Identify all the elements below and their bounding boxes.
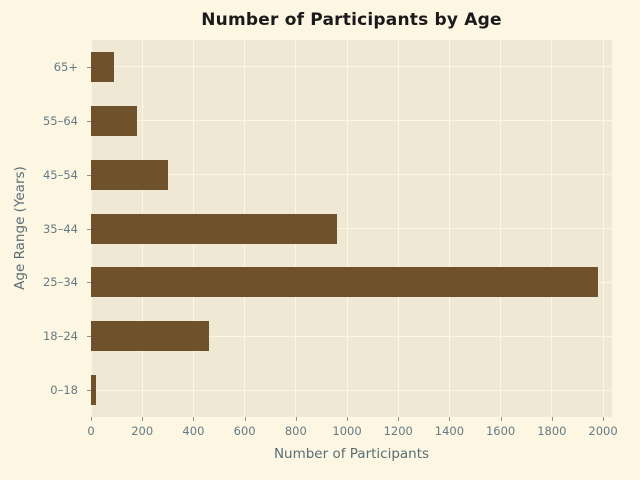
x-tick-label: 2000 — [588, 424, 618, 438]
bar — [91, 213, 337, 244]
x-tick — [500, 417, 502, 421]
y-tick-label: 65+ — [53, 59, 78, 74]
y-tick-label: 55–64 — [42, 113, 78, 128]
y-tick — [87, 390, 91, 392]
x-tick — [295, 417, 297, 421]
y-tick-label: 45–54 — [42, 167, 78, 182]
x-tick — [193, 417, 195, 421]
y-tick-label: 18–24 — [42, 329, 78, 344]
chart-title: Number of Participants by Age — [201, 10, 502, 30]
y-tick — [87, 228, 91, 230]
bar — [91, 375, 97, 406]
y-tick-label: 25–34 — [42, 275, 78, 290]
x-tick — [91, 417, 92, 421]
x-tick-label: 0 — [87, 424, 95, 438]
x-tick — [347, 417, 349, 421]
bar — [91, 267, 598, 298]
bar — [91, 105, 138, 136]
x-tick — [244, 417, 246, 421]
x-tick-label: 1000 — [332, 424, 362, 438]
x-tick-label: 800 — [284, 424, 307, 438]
x-tick-label: 1800 — [537, 424, 567, 438]
x-tick — [398, 417, 400, 421]
bar — [91, 159, 168, 190]
bar — [91, 51, 115, 82]
y-tick-label: 0–18 — [50, 383, 78, 398]
y-tick — [87, 282, 91, 284]
x-tick — [603, 417, 605, 421]
y-tick — [87, 336, 91, 338]
horizontal-gridline — [91, 389, 612, 391]
horizontal-gridline — [91, 120, 612, 122]
y-tick — [87, 66, 91, 68]
y-tick-label: 35–44 — [42, 221, 78, 236]
bar — [91, 321, 209, 352]
x-tick-label: 200 — [131, 424, 154, 438]
x-tick-label: 400 — [182, 424, 205, 438]
x-tick — [551, 417, 553, 421]
x-axis-label: Number of Participants — [273, 446, 430, 462]
horizontal-gridline — [91, 228, 612, 229]
y-tick — [87, 174, 91, 176]
x-tick-label: 1200 — [383, 424, 413, 438]
horizontal-gridline — [91, 66, 612, 68]
x-tick-label: 600 — [233, 424, 256, 438]
plot-area — [91, 40, 612, 417]
horizontal-gridline — [91, 335, 612, 337]
x-tick-label: 1600 — [485, 424, 516, 438]
x-tick — [142, 417, 144, 421]
x-tick-label: 1400 — [434, 424, 465, 438]
y-tick — [87, 120, 91, 122]
horizontal-gridline — [91, 174, 612, 176]
x-tick — [449, 417, 451, 421]
